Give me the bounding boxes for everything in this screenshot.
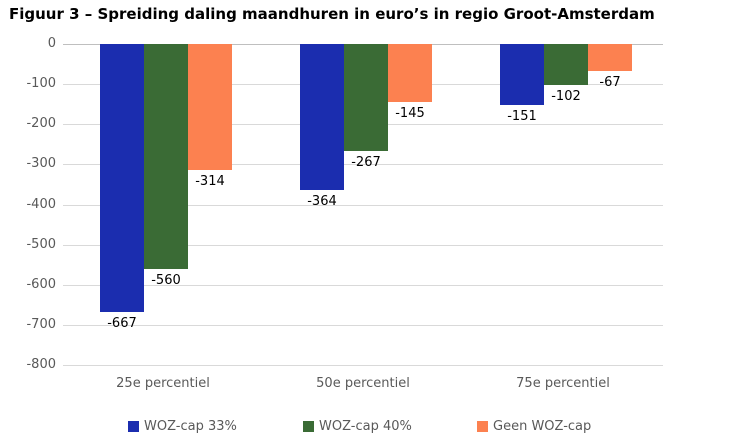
bar-value-label: -314 bbox=[195, 174, 225, 189]
legend-item-label: WOZ-cap 33% bbox=[144, 418, 237, 434]
figure-title: Figuur 3 – Spreiding daling maandhuren i… bbox=[9, 5, 655, 23]
bar-woz-cap-40-75e-percentiel bbox=[544, 44, 588, 85]
bar-woz-cap-40-50e-percentiel bbox=[344, 44, 388, 152]
legend-item-geen-woz-cap: Geen WOZ-cap bbox=[477, 418, 591, 434]
bar-woz-cap-33-25e-percentiel bbox=[100, 44, 144, 312]
bar-value-label: -145 bbox=[395, 106, 425, 122]
bar-value-label: -67 bbox=[599, 74, 621, 90]
legend-item-woz-cap-40: WOZ-cap 40% bbox=[303, 418, 412, 434]
y-tick-label: -500 bbox=[26, 236, 56, 252]
legend-item-woz-cap-33: WOZ-cap 33% bbox=[128, 418, 237, 434]
y-tick-label: -800 bbox=[26, 357, 56, 372]
bar-geen-woz-cap-75e-percentiel bbox=[588, 44, 632, 71]
y-tick-label: 0 bbox=[47, 36, 56, 51]
y-tick-label: -400 bbox=[26, 196, 56, 212]
bar-value-label: -267 bbox=[351, 155, 381, 171]
bar-geen-woz-cap-25e-percentiel bbox=[188, 44, 232, 170]
x-category-label: 75e percentiel bbox=[516, 376, 610, 391]
legend-color-swatch bbox=[303, 420, 314, 432]
bar-woz-cap-33-75e-percentiel bbox=[500, 44, 544, 105]
legend-color-swatch bbox=[477, 420, 488, 432]
legend-color-swatch bbox=[128, 420, 139, 432]
bar-value-label: -667 bbox=[107, 315, 137, 331]
plot-area: -667 -560 -314 -364 -267 -145 -151 -102 -67 bbox=[63, 44, 663, 366]
y-tick-label: -700 bbox=[26, 316, 56, 332]
y-tick-label: -600 bbox=[26, 276, 56, 292]
gridline bbox=[63, 284, 663, 286]
x-category-label: 50e percentiel bbox=[316, 376, 410, 391]
gridline bbox=[63, 164, 663, 166]
y-tick-label: -200 bbox=[26, 116, 56, 132]
bar-value-label: -364 bbox=[307, 194, 337, 210]
x-category-label: 25e percentiel bbox=[116, 376, 210, 391]
legend-item-label: Geen WOZ-cap bbox=[493, 418, 592, 434]
bar-value-label: -560 bbox=[151, 272, 181, 288]
bar-value-label: -102 bbox=[551, 88, 581, 104]
gridline bbox=[63, 324, 663, 326]
bar-woz-cap-33-50e-percentiel bbox=[300, 44, 344, 191]
bar-value-label: -151 bbox=[507, 108, 537, 124]
bar-geen-woz-cap-50e-percentiel bbox=[388, 44, 432, 103]
gridline bbox=[63, 365, 663, 366]
gridline bbox=[63, 244, 663, 246]
bar-woz-cap-40-25e-percentiel bbox=[144, 44, 188, 269]
y-tick-label: -300 bbox=[26, 156, 56, 172]
y-tick-label: -100 bbox=[26, 76, 56, 92]
gridline bbox=[63, 204, 663, 206]
legend-item-label: WOZ-cap 40% bbox=[319, 418, 412, 434]
